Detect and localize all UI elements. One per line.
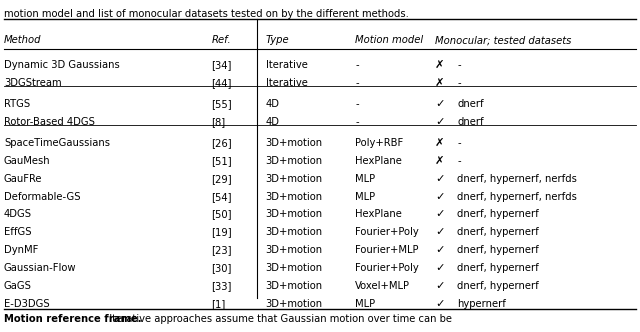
- Text: dnerf: dnerf: [458, 99, 484, 109]
- Text: ✓: ✓: [435, 209, 444, 219]
- Text: 3D+motion: 3D+motion: [266, 281, 323, 291]
- Text: -: -: [458, 78, 461, 88]
- Text: Rotor-Based 4DGS: Rotor-Based 4DGS: [4, 117, 95, 127]
- Text: motion model and list of monocular datasets tested on by the different methods.: motion model and list of monocular datas…: [4, 9, 409, 19]
- Text: Iterative approaches assume that Gaussian motion over time can be: Iterative approaches assume that Gaussia…: [103, 314, 452, 324]
- Text: Fourier+Poly: Fourier+Poly: [355, 227, 419, 237]
- Text: Iterative: Iterative: [266, 78, 308, 88]
- Text: [8]: [8]: [211, 117, 225, 127]
- Text: dnerf, hypernerf: dnerf, hypernerf: [458, 263, 539, 273]
- Text: ✓: ✓: [435, 174, 444, 184]
- Text: Motion reference frame.: Motion reference frame.: [4, 314, 141, 324]
- Text: [34]: [34]: [211, 60, 232, 70]
- Text: E-D3DGS: E-D3DGS: [4, 299, 49, 309]
- Text: ✓: ✓: [435, 299, 444, 309]
- Text: [54]: [54]: [211, 192, 232, 202]
- Text: [30]: [30]: [211, 263, 232, 273]
- Text: 3D+motion: 3D+motion: [266, 245, 323, 255]
- Text: 4D: 4D: [266, 117, 280, 127]
- Text: MLP: MLP: [355, 174, 375, 184]
- Text: 3D+motion: 3D+motion: [266, 174, 323, 184]
- Text: dnerf, hypernerf, nerfds: dnerf, hypernerf, nerfds: [458, 174, 577, 184]
- Text: ✓: ✓: [435, 263, 444, 273]
- Text: MLP: MLP: [355, 192, 375, 202]
- Text: -: -: [355, 78, 359, 88]
- Text: 3D+motion: 3D+motion: [266, 156, 323, 166]
- Text: Ref.: Ref.: [211, 36, 231, 45]
- Text: -: -: [355, 99, 359, 109]
- Text: ✓: ✓: [435, 117, 444, 127]
- Text: Motion model: Motion model: [355, 36, 423, 45]
- Text: [26]: [26]: [211, 138, 232, 148]
- Text: hypernerf: hypernerf: [458, 299, 506, 309]
- Text: 3D+motion: 3D+motion: [266, 299, 323, 309]
- Text: GaGS: GaGS: [4, 281, 32, 291]
- Text: EffGS: EffGS: [4, 227, 31, 237]
- Text: -: -: [355, 117, 359, 127]
- Text: 3DGStream: 3DGStream: [4, 78, 61, 88]
- Text: GauFRe: GauFRe: [4, 174, 42, 184]
- Text: RTGS: RTGS: [4, 99, 30, 109]
- Text: Monocular; tested datasets: Monocular; tested datasets: [435, 36, 572, 45]
- Text: [55]: [55]: [211, 99, 232, 109]
- Text: [44]: [44]: [211, 78, 232, 88]
- Text: -: -: [458, 138, 461, 148]
- Text: ✗: ✗: [435, 78, 444, 88]
- Text: 3D+motion: 3D+motion: [266, 192, 323, 202]
- Text: DynMF: DynMF: [4, 245, 38, 255]
- Text: [19]: [19]: [211, 227, 232, 237]
- Text: Type: Type: [266, 36, 289, 45]
- Text: HexPlane: HexPlane: [355, 209, 402, 219]
- Text: ✓: ✓: [435, 192, 444, 202]
- Text: ✗: ✗: [435, 156, 444, 166]
- Text: Fourier+MLP: Fourier+MLP: [355, 245, 419, 255]
- Text: Dynamic 3D Gaussians: Dynamic 3D Gaussians: [4, 60, 120, 70]
- Text: Fourier+Poly: Fourier+Poly: [355, 263, 419, 273]
- Text: dnerf: dnerf: [458, 117, 484, 127]
- Text: Gaussian-Flow: Gaussian-Flow: [4, 263, 76, 273]
- Text: Deformable-GS: Deformable-GS: [4, 192, 81, 202]
- Text: Poly+RBF: Poly+RBF: [355, 138, 403, 148]
- Text: [33]: [33]: [211, 281, 232, 291]
- Text: -: -: [458, 156, 461, 166]
- Text: Voxel+MLP: Voxel+MLP: [355, 281, 410, 291]
- Text: 4DGS: 4DGS: [4, 209, 32, 219]
- Text: 3D+motion: 3D+motion: [266, 138, 323, 148]
- Text: dnerf, hypernerf, nerfds: dnerf, hypernerf, nerfds: [458, 192, 577, 202]
- Text: ✓: ✓: [435, 281, 444, 291]
- Text: [29]: [29]: [211, 174, 232, 184]
- Text: [23]: [23]: [211, 245, 232, 255]
- Text: Method: Method: [4, 36, 42, 45]
- Text: [1]: [1]: [211, 299, 226, 309]
- Text: [51]: [51]: [211, 156, 232, 166]
- Text: [50]: [50]: [211, 209, 232, 219]
- Text: dnerf, hypernerf: dnerf, hypernerf: [458, 209, 539, 219]
- Text: -: -: [458, 60, 461, 70]
- Text: ✓: ✓: [435, 245, 444, 255]
- Text: ✗: ✗: [435, 60, 444, 70]
- Text: dnerf, hypernerf: dnerf, hypernerf: [458, 227, 539, 237]
- Text: 3D+motion: 3D+motion: [266, 263, 323, 273]
- Text: -: -: [355, 60, 359, 70]
- Text: HexPlane: HexPlane: [355, 156, 402, 166]
- Text: SpaceTimeGaussians: SpaceTimeGaussians: [4, 138, 110, 148]
- Text: Iterative: Iterative: [266, 60, 308, 70]
- Text: 3D+motion: 3D+motion: [266, 209, 323, 219]
- Text: dnerf, hypernerf: dnerf, hypernerf: [458, 281, 539, 291]
- Text: ✗: ✗: [435, 138, 444, 148]
- Text: ✓: ✓: [435, 99, 444, 109]
- Text: GauMesh: GauMesh: [4, 156, 51, 166]
- Text: dnerf, hypernerf: dnerf, hypernerf: [458, 245, 539, 255]
- Text: 4D: 4D: [266, 99, 280, 109]
- Text: MLP: MLP: [355, 299, 375, 309]
- Text: 3D+motion: 3D+motion: [266, 227, 323, 237]
- Text: ✓: ✓: [435, 227, 444, 237]
